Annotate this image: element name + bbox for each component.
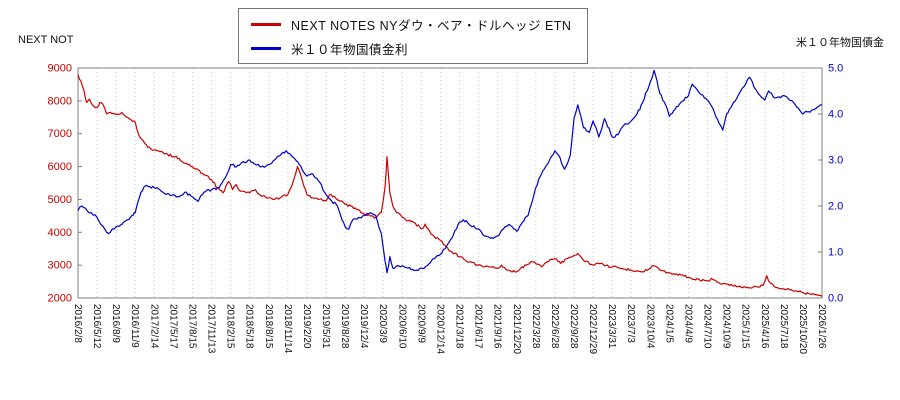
- svg-text:2025/10/20: 2025/10/20: [797, 304, 808, 354]
- right-axis-title: 米１０年物国債金: [796, 37, 884, 49]
- svg-text:2026/1/26: 2026/1/26: [816, 304, 827, 349]
- svg-text:2020/9/9: 2020/9/9: [415, 304, 426, 343]
- legend-item: NEXT NOTES NYダウ・ベア・ドルヘッジ ETN: [251, 14, 571, 34]
- svg-text:5.0: 5.0: [828, 63, 843, 75]
- svg-text:2017/11/13: 2017/11/13: [206, 304, 217, 354]
- svg-text:2022/12/29: 2022/12/29: [587, 304, 598, 354]
- svg-text:7000: 7000: [48, 128, 72, 140]
- svg-text:6000: 6000: [48, 161, 72, 173]
- svg-text:2018/11/14: 2018/11/14: [282, 304, 293, 354]
- svg-text:2019/12/4: 2019/12/4: [358, 304, 369, 349]
- svg-text:2017/8/15: 2017/8/15: [187, 304, 198, 349]
- svg-text:2018/2/15: 2018/2/15: [225, 304, 236, 349]
- svg-text:2016/5/12: 2016/5/12: [91, 304, 102, 349]
- svg-text:9000: 9000: [48, 63, 72, 75]
- svg-text:2017/5/17: 2017/5/17: [167, 304, 178, 349]
- svg-text:4000: 4000: [48, 227, 72, 239]
- red-line-swatch: [251, 22, 281, 26]
- legend-item: 米１０年物国債金利: [251, 38, 571, 58]
- svg-text:2023/3/31: 2023/3/31: [606, 304, 617, 349]
- svg-text:2.0: 2.0: [828, 201, 843, 213]
- svg-text:2016/8/9: 2016/8/9: [110, 304, 121, 343]
- svg-text:2024/10/9: 2024/10/9: [721, 304, 732, 349]
- svg-text:2025/4/16: 2025/4/16: [759, 304, 770, 349]
- left-axis-title: NEXT NOT: [18, 34, 74, 46]
- legend: NEXT NOTES NYダウ・ベア・ドルヘッジ ETN 米１０年物国債金利: [238, 8, 589, 64]
- svg-text:4.0: 4.0: [828, 109, 843, 121]
- svg-text:2025/7/18: 2025/7/18: [778, 304, 789, 349]
- legend-label-etn: NEXT NOTES NYダウ・ベア・ドルヘッジ ETN: [291, 18, 572, 33]
- svg-text:2021/6/17: 2021/6/17: [473, 304, 484, 349]
- svg-text:2019/8/28: 2019/8/28: [339, 304, 350, 349]
- svg-text:2000: 2000: [48, 293, 72, 305]
- svg-text:2024/4/9: 2024/4/9: [683, 304, 694, 343]
- svg-text:2020/12/14: 2020/12/14: [435, 304, 446, 354]
- svg-text:2018/5/18: 2018/5/18: [244, 304, 255, 349]
- svg-text:1.0: 1.0: [828, 247, 843, 259]
- svg-text:2020/3/9: 2020/3/9: [377, 304, 388, 343]
- svg-text:2023/10/4: 2023/10/4: [644, 304, 655, 349]
- svg-text:2021/12/20: 2021/12/20: [511, 304, 522, 354]
- svg-text:2025/1/15: 2025/1/15: [740, 304, 751, 349]
- svg-text:5000: 5000: [48, 194, 72, 206]
- svg-text:2022/3/28: 2022/3/28: [530, 304, 541, 349]
- blue-line-swatch: [251, 46, 281, 50]
- svg-text:2023/7/3: 2023/7/3: [625, 304, 636, 343]
- svg-text:2022/9/28: 2022/9/28: [568, 304, 579, 349]
- svg-text:2016/11/9: 2016/11/9: [129, 304, 140, 348]
- svg-text:0.0: 0.0: [828, 293, 843, 305]
- svg-text:2019/2/20: 2019/2/20: [301, 304, 312, 349]
- svg-text:2024/1/5: 2024/1/5: [663, 304, 674, 343]
- svg-text:2022/6/28: 2022/6/28: [549, 304, 560, 349]
- svg-text:2018/8/15: 2018/8/15: [263, 304, 274, 349]
- svg-text:2024/7/10: 2024/7/10: [702, 304, 713, 349]
- svg-text:3.0: 3.0: [828, 155, 843, 167]
- svg-text:2016/2/8: 2016/2/8: [72, 304, 83, 343]
- legend-label-yield: 米１０年物国債金利: [291, 42, 409, 57]
- svg-text:2021/9/16: 2021/9/16: [492, 304, 503, 349]
- svg-text:2021/3/18: 2021/3/18: [454, 304, 465, 349]
- svg-text:2019/5/31: 2019/5/31: [320, 304, 331, 349]
- svg-text:3000: 3000: [48, 260, 72, 272]
- svg-text:8000: 8000: [48, 95, 72, 107]
- svg-text:2020/6/10: 2020/6/10: [396, 304, 407, 349]
- svg-text:2017/2/14: 2017/2/14: [148, 304, 159, 349]
